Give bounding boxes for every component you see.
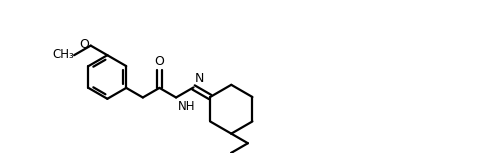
Text: O: O <box>154 55 164 68</box>
Text: N: N <box>194 72 204 85</box>
Text: CH₃: CH₃ <box>52 48 74 61</box>
Text: NH: NH <box>178 100 195 113</box>
Text: O: O <box>79 38 89 51</box>
